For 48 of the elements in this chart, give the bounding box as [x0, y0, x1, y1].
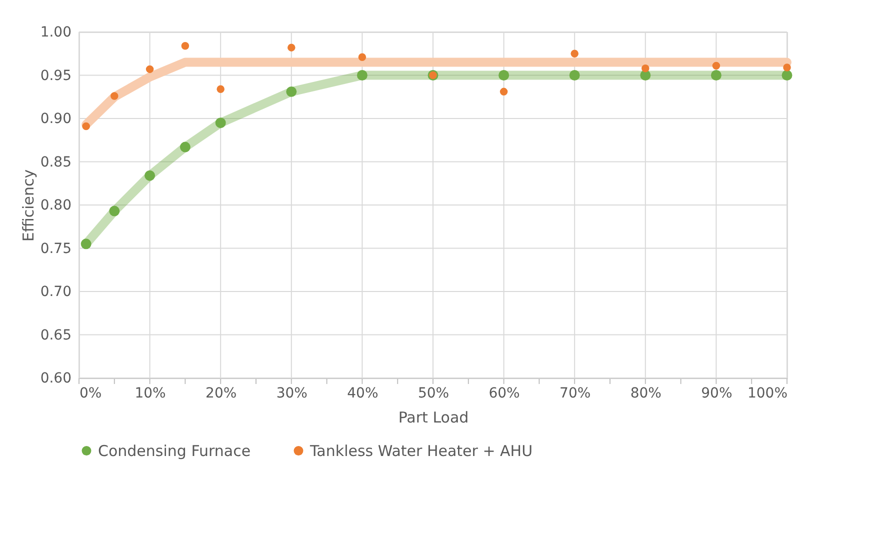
y-tick-label: 0.70 — [40, 284, 72, 300]
x-tick-label: 60% — [488, 386, 520, 402]
point — [109, 206, 120, 216]
point — [216, 85, 224, 93]
x-tick-label: 100% — [747, 386, 788, 402]
point — [288, 44, 296, 52]
x-tick-label: 30% — [276, 386, 308, 402]
point — [146, 65, 154, 74]
x-tick-label: 0% — [80, 386, 102, 402]
point — [642, 64, 650, 72]
point — [782, 70, 792, 80]
point — [640, 70, 651, 80]
point — [710, 70, 722, 80]
y-tick-label: 0.90 — [40, 111, 72, 127]
point — [286, 86, 297, 97]
x-tick-label: 90% — [701, 386, 732, 402]
point — [144, 170, 156, 181]
y-tick-label: 0.85 — [40, 154, 72, 170]
point — [570, 50, 578, 58]
legend-label: Tankless Water Heater + AHU — [309, 442, 533, 460]
x-tick-label: 40% — [347, 386, 378, 402]
point — [356, 70, 368, 80]
point — [783, 64, 791, 72]
y-tick-label: 0.60 — [40, 370, 72, 386]
x-tick-label: 70% — [560, 386, 591, 402]
y-tick-label: 0.95 — [40, 68, 72, 84]
y-tick-label: 1.00 — [40, 24, 72, 40]
x-tick-label: 80% — [630, 386, 662, 402]
x-tick-label: 20% — [206, 386, 237, 402]
y-axis-title: Efficiency — [19, 169, 38, 242]
point — [180, 142, 190, 152]
point — [498, 70, 510, 80]
point — [712, 62, 720, 70]
x-tick-label: 50% — [418, 386, 450, 402]
x-tick-label: 10% — [134, 386, 166, 402]
point — [358, 53, 366, 61]
y-tick-label: 0.75 — [40, 240, 72, 257]
y-tick-label: 0.80 — [40, 198, 72, 214]
x-axis-title: Part Load — [398, 408, 469, 426]
legend-label: Condensing Furnace — [98, 442, 251, 460]
point — [215, 118, 226, 128]
point — [110, 92, 118, 100]
point — [82, 122, 90, 130]
point — [500, 88, 508, 96]
y-tick-label: 0.65 — [40, 327, 72, 344]
point — [569, 70, 580, 80]
point — [80, 238, 92, 250]
point — [181, 42, 190, 50]
